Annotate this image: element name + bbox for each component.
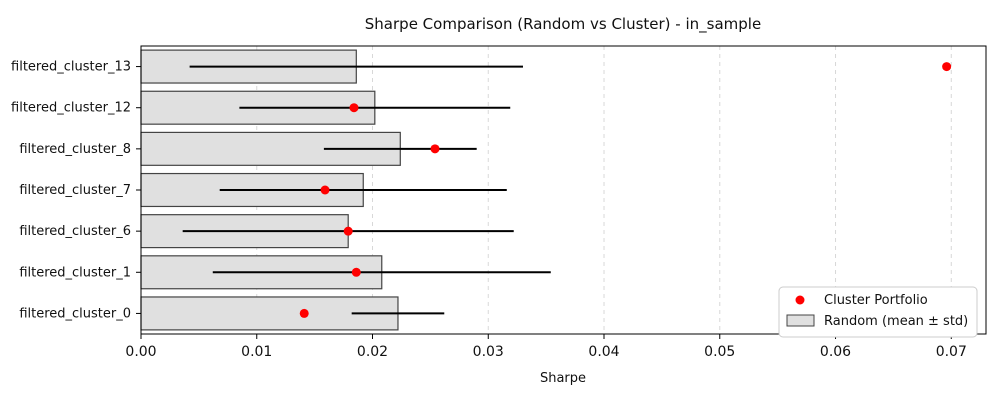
y-tick-label: filtered_cluster_13	[11, 60, 131, 75]
y-tick-label: filtered_cluster_0	[19, 306, 131, 321]
cluster-portfolio-point	[320, 185, 330, 195]
x-tick-label: 0.03	[473, 344, 504, 360]
y-tick-label: filtered_cluster_8	[19, 142, 131, 157]
x-axis-label: Sharpe	[540, 371, 586, 386]
legend-cluster-label: Cluster Portfolio	[824, 293, 928, 308]
cluster-portfolio-point	[349, 103, 359, 113]
y-tick-label: filtered_cluster_6	[19, 224, 131, 239]
cluster-portfolio-point	[351, 267, 361, 277]
legend-random-label: Random (mean ± std)	[824, 314, 968, 329]
y-tick-label: filtered_cluster_7	[19, 183, 131, 198]
x-tick-label: 0.05	[704, 344, 735, 360]
legend-cluster-marker	[795, 295, 805, 305]
chart-title: Sharpe Comparison (Random vs Cluster) - …	[365, 15, 761, 34]
x-tick-label: 0.00	[125, 344, 156, 360]
cluster-portfolio-point	[299, 308, 309, 318]
y-tick-label: filtered_cluster_12	[11, 101, 131, 116]
cluster-portfolio-point	[343, 226, 353, 236]
x-tick-label: 0.02	[357, 344, 388, 360]
x-tick-label: 0.07	[936, 344, 967, 360]
error-layer	[182, 65, 551, 315]
scatter-layer	[299, 62, 952, 318]
x-tick-label: 0.04	[588, 344, 619, 360]
cluster-portfolio-point	[430, 144, 440, 154]
legend-box	[778, 286, 978, 338]
cluster-portfolio-point	[942, 62, 952, 72]
axis-layer: filtered_cluster_0 filtered_cluster_1 filt…	[11, 45, 987, 360]
x-tick-label: 0.01	[241, 344, 272, 360]
legend-layer: Cluster Portfolio Random (mean ± std)	[778, 286, 978, 338]
legend-random-marker	[786, 314, 815, 327]
x-tick-label: 0.06	[820, 344, 851, 360]
plot-frame	[140, 45, 987, 335]
y-tick-label: filtered_cluster_1	[19, 265, 131, 280]
